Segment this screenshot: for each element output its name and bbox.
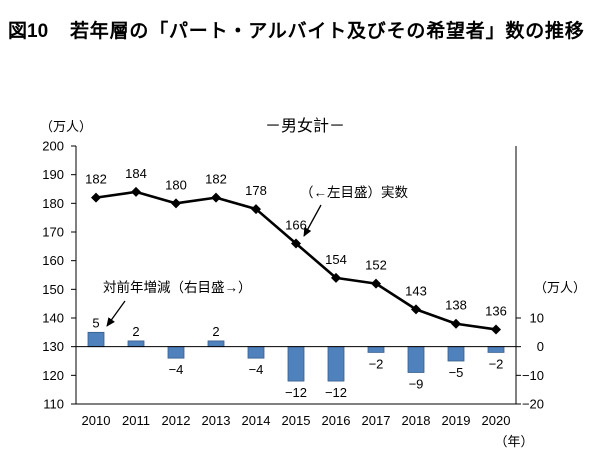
bar-2014 bbox=[247, 346, 265, 359]
y-left-tick-label-190: 190 bbox=[42, 167, 64, 182]
chart-subtitle: －男女計－ bbox=[265, 116, 345, 135]
line-point-2019 bbox=[451, 318, 461, 329]
line-series bbox=[91, 186, 501, 335]
x-tick-label-2014: 2014 bbox=[242, 413, 271, 428]
line-point-2012 bbox=[171, 198, 181, 209]
line-point-2020 bbox=[491, 324, 501, 335]
y-left-tick-label-160: 160 bbox=[42, 253, 64, 268]
bar-2013 bbox=[207, 340, 225, 348]
bar-2015 bbox=[287, 346, 305, 382]
line-label-2011: 184 bbox=[125, 166, 147, 181]
x-tick-label-2011: 2011 bbox=[122, 413, 150, 428]
bar-series-annotation: 対前年増減（右目盛→） bbox=[103, 279, 252, 295]
line-label-2013: 182 bbox=[205, 172, 227, 187]
bar-label-2012: −4 bbox=[169, 362, 184, 377]
bar-label-2017: −2 bbox=[369, 356, 384, 371]
line-point-2014 bbox=[251, 204, 261, 215]
line-label-2015: 166 bbox=[285, 217, 307, 232]
bar-2012 bbox=[167, 346, 185, 359]
y-right-tick-label--10: −10 bbox=[522, 368, 544, 383]
bar-2018 bbox=[407, 346, 425, 373]
y-left-tick-label-180: 180 bbox=[42, 196, 64, 211]
bar-label-2019: −5 bbox=[449, 365, 464, 380]
axes: 110 120 130 140 150 160 170 180 190 200 −20 −10 0 10 2… bbox=[42, 139, 544, 429]
bar-label-2011: 2 bbox=[132, 324, 139, 339]
bar-label-2015: −12 bbox=[285, 385, 307, 400]
y-left-tick-label-200: 200 bbox=[42, 139, 64, 154]
line-point-2015 bbox=[291, 238, 301, 249]
line-label-2017: 152 bbox=[365, 258, 387, 273]
y-left-unit-label: （万人） bbox=[40, 119, 92, 134]
line-label-2010: 182 bbox=[85, 172, 107, 187]
line-label-2018: 143 bbox=[405, 283, 427, 298]
bar-series-annotation-arrow bbox=[106, 300, 126, 327]
y-left-tick-label-150: 150 bbox=[42, 282, 64, 297]
annotations: （←左目盛）実数 対前年増減（右目盛→） bbox=[103, 185, 408, 327]
line-point-2013 bbox=[211, 192, 221, 203]
bar-label-2013: 2 bbox=[212, 324, 219, 339]
y-left-tick-label-110: 110 bbox=[43, 397, 64, 412]
y-left-tick-label-130: 130 bbox=[42, 339, 64, 354]
bar-2020 bbox=[487, 346, 505, 353]
y-right-tick-label--20: −20 bbox=[522, 397, 544, 412]
x-tick-label-2010: 2010 bbox=[82, 413, 111, 428]
bar-2019 bbox=[447, 346, 465, 362]
chart-title: 若年層の「パート・アルバイト及びその希望者」数の推移 bbox=[70, 19, 585, 42]
x-unit-label: （年） bbox=[494, 434, 533, 449]
line-point-2010 bbox=[91, 192, 101, 203]
x-tick-label-2018: 2018 bbox=[402, 413, 431, 428]
y-right-tick-label-0: 0 bbox=[537, 339, 544, 354]
line-series-annotation-arrow bbox=[303, 204, 322, 237]
x-tick-label-2012: 2012 bbox=[162, 413, 191, 428]
line-label-2019: 138 bbox=[445, 298, 467, 313]
line-point-2011 bbox=[131, 186, 141, 197]
y-left-tick-label-140: 140 bbox=[42, 311, 64, 326]
figure-number: 図10 bbox=[8, 20, 48, 42]
x-tick-label-2020: 2020 bbox=[482, 413, 511, 428]
bar-label-2016: −12 bbox=[325, 385, 347, 400]
bar-label-2010: 5 bbox=[92, 315, 99, 330]
bar-2016 bbox=[327, 346, 345, 382]
data-labels: 5 2 −4 2 −4 −12 −12 −2 −9 −5 −2 182 184 180 182 178 166 1… bbox=[85, 166, 507, 400]
line-point-2016 bbox=[331, 272, 341, 283]
x-tick-label-2015: 2015 bbox=[282, 413, 311, 428]
x-tick-label-2019: 2019 bbox=[442, 413, 471, 428]
bar-series bbox=[87, 331, 505, 382]
line-label-2020: 136 bbox=[485, 303, 507, 318]
y-left-tick-label-120: 120 bbox=[42, 368, 64, 383]
bar-label-2014: −4 bbox=[249, 362, 264, 377]
line-series-annotation: （←左目盛）実数 bbox=[300, 185, 408, 200]
x-tick-label-2013: 2013 bbox=[202, 413, 231, 428]
line-label-2012: 180 bbox=[165, 177, 187, 192]
x-tick-label-2016: 2016 bbox=[322, 413, 351, 428]
line-label-2014: 178 bbox=[245, 183, 267, 198]
bar-label-2018: −9 bbox=[409, 376, 424, 391]
y-left-tick-label-170: 170 bbox=[42, 225, 64, 240]
x-tick-label-2017: 2017 bbox=[362, 413, 391, 428]
line-label-2016: 154 bbox=[325, 252, 347, 267]
y-right-tick-label-10: 10 bbox=[530, 311, 544, 326]
line-point-2017 bbox=[371, 278, 381, 289]
bar-label-2020: −2 bbox=[489, 356, 504, 371]
line-point-2018 bbox=[411, 304, 421, 315]
bar-2010 bbox=[87, 331, 105, 348]
y-right-unit-label: （万人） bbox=[534, 280, 586, 295]
bar-2017 bbox=[367, 346, 385, 353]
line-series-path bbox=[95, 190, 497, 331]
bar-2011 bbox=[127, 340, 145, 348]
